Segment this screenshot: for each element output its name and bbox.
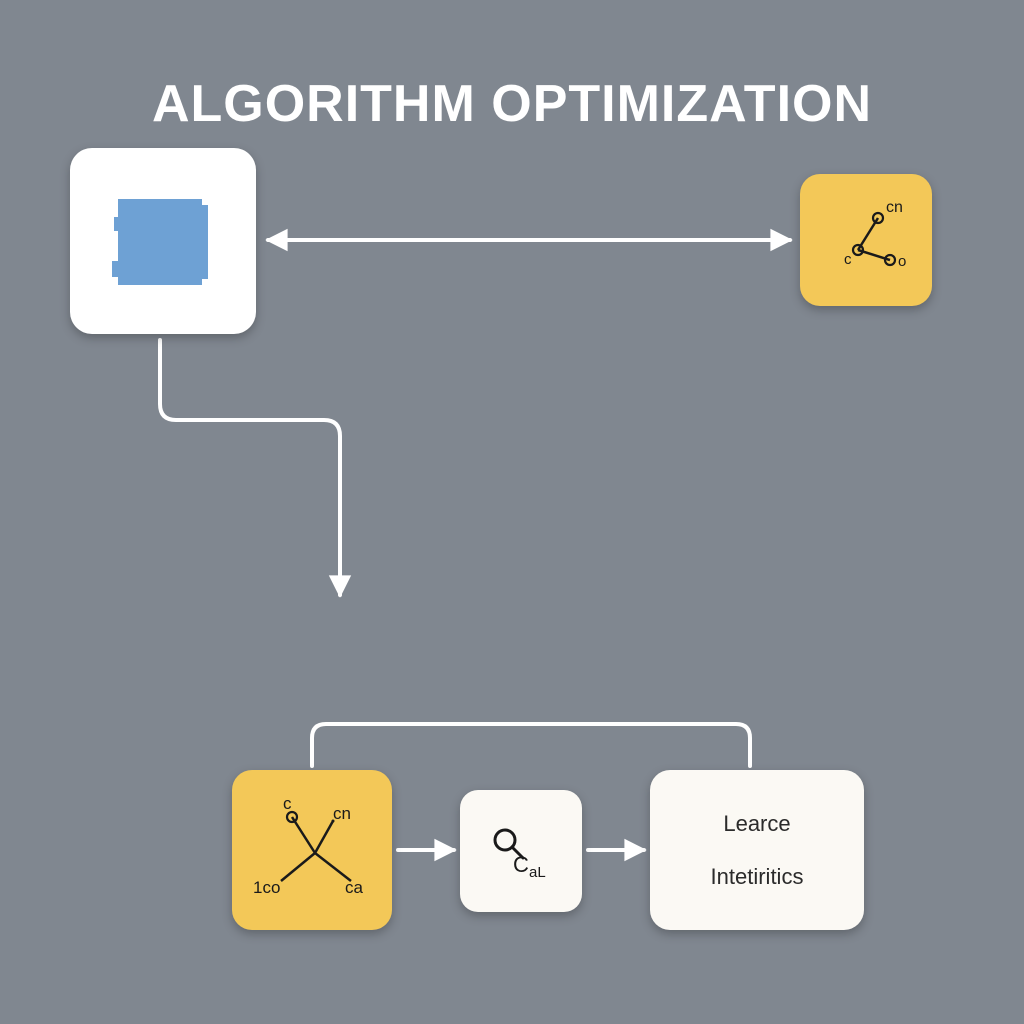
svg-text:cn: cn (886, 199, 903, 216)
node-label: LearceIntetiritics (711, 806, 804, 894)
node-n2_molecule: cn c o (800, 174, 932, 306)
svg-text:ca: ca (345, 878, 364, 897)
diagram-title: ALGORITHM OPTIMIZATION (0, 74, 1024, 134)
svg-text:cn: cn (333, 804, 351, 823)
edge-e5 (312, 724, 750, 766)
molecule-icon: cn c o (816, 190, 916, 290)
svg-text:o: o (898, 253, 906, 270)
node-n4_cal: CaL (460, 790, 582, 912)
svg-text:C: C (513, 852, 529, 877)
svg-text:aL: aL (529, 864, 546, 881)
svg-text:1co: 1co (253, 878, 280, 897)
svg-text:c: c (283, 794, 292, 813)
document-glyph-icon (108, 191, 218, 291)
node-n1_input (70, 148, 256, 334)
node-n3_molecule2: c cn 1co ca (232, 770, 392, 930)
molecule-icon: c cn 1co ca (237, 775, 387, 925)
edge-e2 (160, 340, 340, 595)
svg-text:c: c (844, 251, 852, 268)
node-n5_learce: LearceIntetiritics (650, 770, 864, 930)
search-cal-icon: CaL (471, 806, 571, 896)
diagram-canvas: ALGORITHM OPTIMIZATION cn c o c cn 1co ca CaL Le… (0, 0, 1024, 1024)
